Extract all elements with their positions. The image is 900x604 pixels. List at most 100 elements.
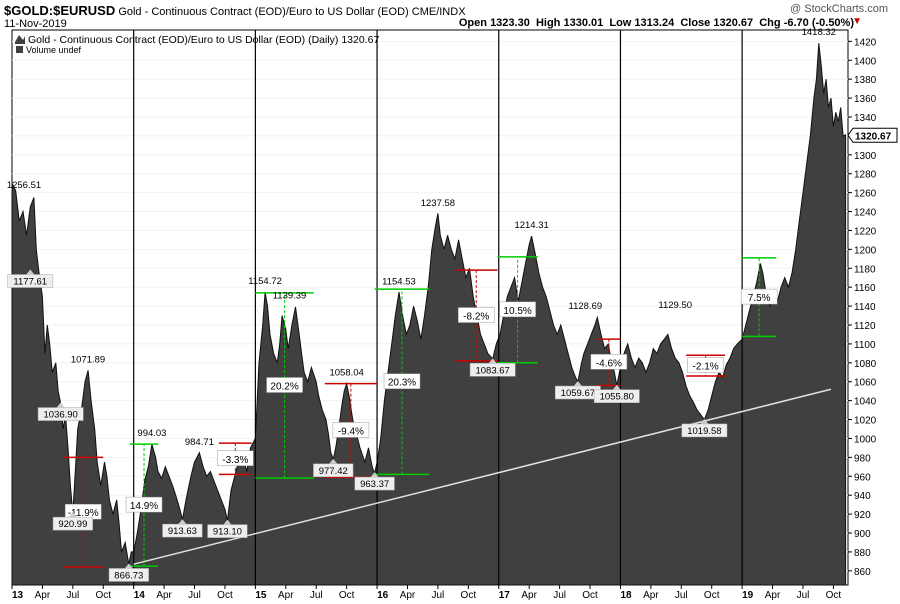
- price-marker-23: [700, 418, 709, 424]
- y-tick-label-1280: 1280: [854, 170, 877, 181]
- y-tick-label-1120: 1120: [854, 321, 876, 332]
- measure-label-0: -11.9%: [68, 508, 99, 519]
- price-label-13: 1058.04: [329, 368, 363, 379]
- y-tick-label-1040: 1040: [854, 397, 877, 408]
- price-label-5: 866.73: [114, 570, 143, 581]
- y-tick-label-1160: 1160: [854, 283, 876, 294]
- x-tick-label-24: 19: [742, 590, 754, 601]
- y-tick-label-1020: 1020: [854, 416, 877, 427]
- price-label-4: 920.99: [58, 519, 87, 530]
- x-tick-label-27: Oct: [826, 590, 842, 601]
- x-tick-label-16: 17: [499, 590, 511, 601]
- close-value: 1320.67: [713, 17, 754, 29]
- y-tick-label-1000: 1000: [854, 434, 877, 445]
- x-tick-label-21: Apr: [643, 590, 659, 601]
- symbol: $GOLD:$EURUSD: [4, 3, 116, 18]
- y-tick-label-1060: 1060: [854, 378, 877, 389]
- price-label-1: 1177.61: [13, 277, 47, 288]
- y-tick-label-1420: 1420: [854, 37, 877, 48]
- x-tick-label-19: Oct: [582, 590, 598, 601]
- y-tick-label-1340: 1340: [854, 113, 877, 124]
- low-label: Low: [609, 17, 632, 29]
- x-tick-label-26: Jul: [797, 590, 810, 601]
- measure-box-4: [332, 422, 370, 438]
- high-value: 1330.01: [563, 17, 604, 29]
- price-marker-17: [488, 358, 497, 364]
- y-tick-label-1400: 1400: [854, 56, 877, 67]
- price-marker-4: [68, 512, 77, 518]
- price-marker-7: [178, 519, 187, 525]
- down-arrow-icon: ▼: [852, 16, 862, 27]
- x-tick-label-14: Jul: [432, 590, 445, 601]
- x-tick-label-17: Apr: [521, 590, 537, 601]
- measure-box-7: [499, 301, 536, 318]
- price-marker-9: [223, 519, 232, 525]
- price-label-6: 994.03: [137, 428, 166, 439]
- price-label-7: 913.63: [168, 526, 197, 537]
- y-tick-label-1360: 1360: [854, 94, 877, 105]
- high-label: High: [535, 17, 561, 29]
- x-tick-label-13: Apr: [400, 590, 416, 601]
- measure-box-5: [383, 373, 421, 389]
- ohlc-readout: Open 1323.30 High 1330.01 Low 1313.24 Cl…: [459, 17, 854, 29]
- y-tick-label-1220: 1220: [854, 226, 877, 237]
- open-value: 1323.30: [490, 17, 530, 29]
- watermark: @ StockCharts.com: [790, 3, 888, 15]
- x-tick-label-10: Jul: [310, 590, 323, 601]
- y-tick-label-880: 880: [854, 548, 871, 559]
- measure-box-8: [590, 354, 628, 370]
- measure-label-9: -2.1%: [693, 362, 719, 373]
- price-label-21: 1055.80: [600, 392, 634, 403]
- measure-box-1: [125, 496, 163, 513]
- legend-area-icon: [15, 35, 25, 44]
- y-tick-label-860: 860: [854, 567, 871, 578]
- legend-volume-icon: [16, 46, 23, 53]
- low-value: 1313.24: [634, 17, 675, 29]
- x-tick-label-3: Oct: [95, 590, 111, 601]
- price-label-16: 1237.58: [421, 198, 455, 209]
- last-value-tag: [847, 127, 898, 143]
- price-label-22: 1129.50: [658, 300, 692, 311]
- price-label-9: 913.10: [213, 527, 242, 538]
- y-tick-label-940: 940: [854, 491, 871, 502]
- chg-label: Chg: [759, 17, 781, 29]
- price-label-8: 984.71: [185, 437, 214, 448]
- x-tick-label-23: Oct: [704, 590, 720, 601]
- y-tick-label-1380: 1380: [854, 75, 877, 86]
- price-marker-19: [573, 381, 582, 387]
- legend-series: Gold - Continuous Contract (EOD)/Euro to…: [28, 34, 379, 46]
- instrument-name: Gold - Continuous Contract (EOD)/Euro to…: [118, 6, 409, 18]
- price-label-19: 1059.67: [561, 388, 595, 399]
- x-tick-label-25: Apr: [765, 590, 781, 601]
- chart-title: $GOLD:$EURUSD Gold - Continuous Contract…: [4, 3, 466, 18]
- measure-box-6: [457, 307, 495, 323]
- x-tick-label-4: 14: [134, 590, 146, 601]
- price-label-12: 977.42: [319, 466, 348, 477]
- chart-date: 11-Nov-2019: [4, 18, 67, 30]
- y-tick-label-1260: 1260: [854, 189, 877, 200]
- price-marker-21: [612, 384, 621, 390]
- x-tick-label-9: Apr: [278, 590, 294, 601]
- price-label-15: 1154.53: [382, 276, 416, 287]
- x-tick-label-11: Oct: [339, 590, 355, 601]
- y-tick-label-1240: 1240: [854, 208, 877, 219]
- x-tick-label-18: Jul: [553, 590, 566, 601]
- price-label-18: 1214.31: [514, 220, 548, 231]
- measure-label-7: 10.5%: [503, 306, 531, 317]
- price-label-3: 1071.89: [71, 354, 105, 365]
- chg-value: -6.70 (-0.50%): [783, 17, 854, 29]
- measure-label-3: 20.2%: [270, 382, 298, 393]
- price-marker-5: [124, 563, 133, 569]
- y-tick-label-1200: 1200: [854, 245, 877, 256]
- measure-label-1: 14.9%: [130, 501, 158, 512]
- x-tick-label-12: 16: [377, 590, 389, 601]
- last-value-label: 1320.67: [855, 131, 892, 142]
- y-tick-label-1300: 1300: [854, 151, 877, 162]
- x-tick-label-2: Jul: [66, 590, 79, 601]
- y-tick-label-960: 960: [854, 472, 871, 483]
- price-label-23: 1019.58: [687, 426, 721, 437]
- y-tick-label-920: 920: [854, 510, 871, 521]
- measure-label-6: -8.2%: [463, 312, 489, 323]
- exchange: CME/INDX: [411, 6, 466, 18]
